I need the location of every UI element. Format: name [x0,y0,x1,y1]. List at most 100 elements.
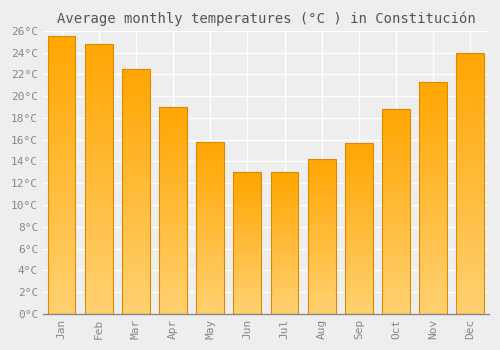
Bar [382,118,410,121]
Bar [48,208,76,214]
Bar [48,53,76,58]
Bar [48,164,76,169]
Bar [122,118,150,123]
Bar [382,113,410,118]
Bar [196,190,224,194]
Bar [122,280,150,285]
Bar [196,162,224,166]
Bar [382,265,410,269]
Bar [270,277,298,280]
Bar [196,290,224,293]
Bar [196,248,224,252]
Bar [196,296,224,300]
Bar [85,249,112,254]
Bar [382,269,410,273]
Bar [48,159,76,164]
Bar [345,198,373,201]
Bar [270,260,298,263]
Bar [308,184,336,187]
Bar [196,273,224,276]
Bar [308,172,336,175]
Bar [382,228,410,232]
Bar [234,297,262,300]
Bar [308,283,336,286]
Bar [419,207,447,212]
Bar [270,195,298,198]
Bar [234,232,262,235]
Bar [159,157,187,161]
Bar [122,250,150,255]
Bar [345,262,373,266]
Bar [85,281,112,287]
Bar [382,203,410,208]
Bar [196,276,224,279]
Bar [196,214,224,218]
Bar [234,226,262,229]
Bar [456,309,484,314]
Bar [159,173,187,177]
Bar [270,243,298,246]
Bar [85,152,112,157]
Bar [48,270,76,275]
Bar [122,182,150,187]
Bar [345,266,373,270]
Bar [234,246,262,249]
Bar [122,93,150,98]
Bar [234,294,262,297]
Bar [122,98,150,103]
Bar [345,167,373,170]
Bar [85,136,112,141]
Bar [419,82,447,314]
Bar [85,163,112,168]
Bar [345,208,373,211]
Bar [456,282,484,288]
Bar [419,156,447,161]
Bar [345,307,373,310]
Bar [456,63,484,68]
Bar [382,134,410,138]
Bar [85,260,112,265]
Bar [234,220,262,223]
Bar [159,119,187,124]
Bar [196,204,224,207]
Bar [234,195,262,198]
Bar [456,199,484,204]
Bar [234,283,262,286]
Bar [456,261,484,267]
Bar [159,260,187,264]
Bar [234,311,262,314]
Bar [270,226,298,229]
Bar [382,199,410,203]
Bar [382,252,410,257]
Bar [122,294,150,299]
Bar [345,249,373,252]
Bar [419,226,447,230]
Bar [122,74,150,79]
Bar [456,246,484,251]
Bar [234,234,262,237]
Bar [234,172,262,314]
Bar [456,288,484,293]
Bar [345,256,373,259]
Bar [270,223,298,226]
Bar [308,193,336,196]
Bar [456,89,484,94]
Bar [345,242,373,245]
Bar [308,233,336,237]
Bar [196,307,224,310]
Bar [196,211,224,214]
Bar [196,149,224,152]
Bar [122,177,150,182]
Bar [419,189,447,193]
Bar [48,308,76,314]
Bar [382,195,410,199]
Bar [345,194,373,198]
Bar [48,247,76,253]
Bar [308,215,336,218]
Bar [85,71,112,76]
Bar [270,297,298,300]
Bar [48,225,76,231]
Bar [419,147,447,152]
Bar [382,216,410,220]
Bar [48,264,76,270]
